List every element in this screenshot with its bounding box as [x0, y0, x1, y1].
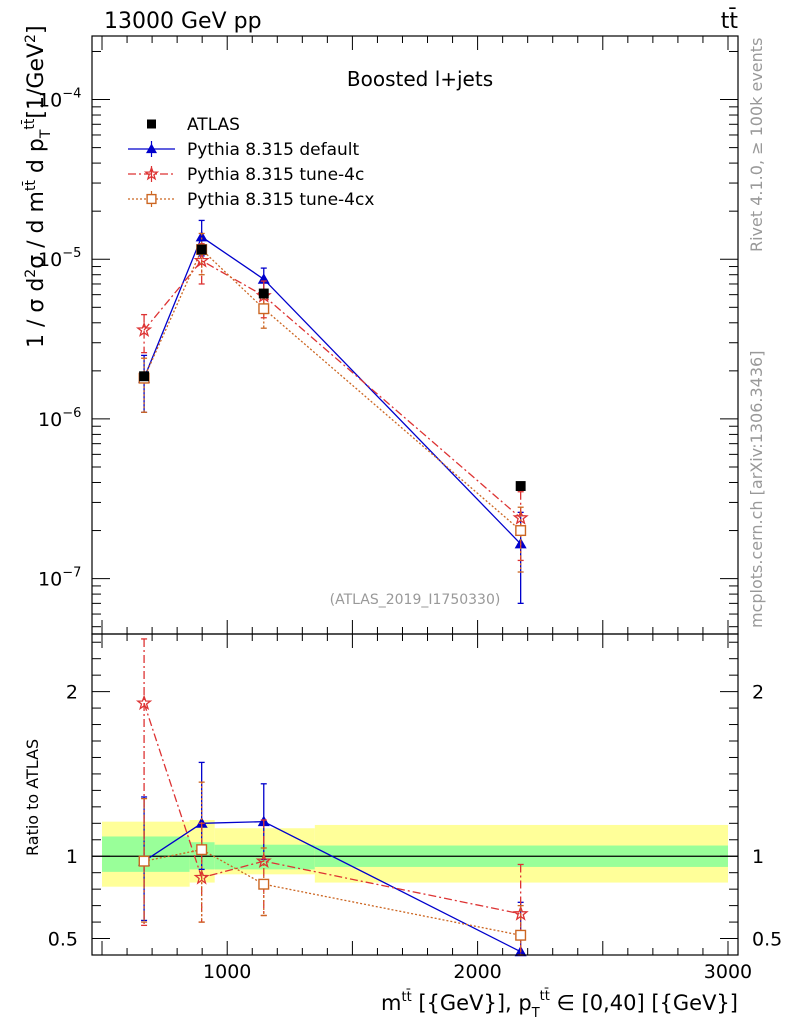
series-line-pythia-8-315-tune-4cx [143, 248, 522, 532]
legend-entry-pythia-8-315-default: Pythia 8.315 default [128, 140, 360, 160]
x-tick-label: 1000 [203, 961, 251, 983]
ratio-point-pythia-8-315-tune-4cx [138, 855, 150, 867]
rivet-version-note: Rivet 4.1.0, ≥ 100k events [747, 38, 766, 252]
legend-marker [146, 143, 157, 154]
ratio-point-pythia-8-315-tune-4cx [196, 844, 208, 856]
ratio-point-pythia-8-315-tune-4cx [515, 929, 527, 941]
data-point-atlas [515, 481, 526, 491]
series-error-pythia-8-315-tune-4cx [141, 357, 148, 413]
ratio-point-pythia-8-315-tune-4c [135, 694, 153, 711]
ratio-error-pythia-8-315-tune-4c [141, 638, 148, 927]
ratio-point-pythia-8-315-tune-4c [193, 869, 210, 885]
legend-entry-pythia-8-315-tune-4cx: Pythia 8.315 tune-4cx [128, 190, 374, 210]
legend-label: ATLAS [187, 115, 240, 135]
plot-title: Boosted l+jets [347, 67, 493, 91]
legend-marker [147, 119, 156, 129]
ratio-tick-label: 0.5 [48, 929, 78, 951]
x-tick-label: 3000 [704, 961, 752, 983]
y-tick-label: 10−4 [38, 87, 81, 112]
process-label: tt̄ [721, 8, 739, 34]
legend-marker [143, 166, 160, 181]
data-point-atlas [258, 288, 269, 299]
ratio-tick-label: 2 [66, 682, 78, 704]
ratio-point-pythia-8-315-tune-4c [512, 905, 529, 921]
ratio-axis-label: Ratio to ATLAS [23, 739, 42, 856]
legend-label: Pythia 8.315 default [187, 140, 360, 160]
analysis-watermark: (ATLAS_2019_I1750330) [330, 592, 501, 608]
data-point-atlas [139, 371, 150, 382]
series-error-pythia-8-315-tune-4c [141, 313, 148, 354]
series-point-pythia-8-315-tune-4cx [258, 303, 270, 315]
ratio-tick-label: 1 [66, 846, 78, 868]
ratio-tick-label-right: 2 [752, 682, 764, 704]
series-point-pythia-8-315-default [195, 230, 208, 242]
data-point-atlas [196, 244, 207, 255]
legend-entry-pythia-8-315-tune-4c: Pythia 8.315 tune-4c [128, 165, 364, 185]
y-axis-label: 1 / σ d2σ / d mtt̄ d pTtt̄[1/GeV2] [20, 25, 54, 348]
ratio-tick-label-right: 0.5 [752, 929, 782, 951]
y-tick-label: 10−6 [38, 406, 81, 431]
series-point-pythia-8-315-tune-4c [135, 321, 153, 337]
energy-label: 13000 GeV pp [104, 9, 262, 34]
legend-marker [146, 193, 157, 205]
ratio-line-pythia-8-315-tune-4c [143, 702, 521, 915]
legend-label: Pythia 8.315 tune-4cx [187, 190, 374, 210]
series-point-pythia-8-315-tune-4cx [515, 525, 527, 537]
legend-label: Pythia 8.315 tune-4c [187, 165, 364, 185]
ratio-line-pythia-8-315-default [143, 821, 521, 953]
y-tick-label: 10−7 [38, 566, 81, 591]
series-line-pythia-8-315-default [143, 235, 522, 545]
series-error-pythia-8-315-tune-4cx [517, 506, 524, 573]
x-axis-label: mtt̄ [{GeV}], pTtt̄ ∈ [0,40] [{GeV}] [381, 989, 738, 1021]
mcplots-source-note: mcplots.cern.ch [arXiv:1306.3436] [747, 351, 766, 628]
ratio-point-pythia-8-315-tune-4c [255, 852, 272, 869]
legend-entry-atlas: ATLAS [147, 115, 240, 135]
ratio-tick-label-right: 1 [752, 846, 764, 868]
x-tick-label: 2000 [453, 961, 501, 983]
y-tick-label: 10−5 [38, 246, 81, 271]
ratio-plot-frame [91, 633, 739, 956]
ratio-line-pythia-8-315-tune-4cx [143, 848, 521, 936]
ratio-point-pythia-8-315-tune-4cx [258, 878, 270, 890]
series-line-pythia-8-315-tune-4c [143, 259, 522, 519]
